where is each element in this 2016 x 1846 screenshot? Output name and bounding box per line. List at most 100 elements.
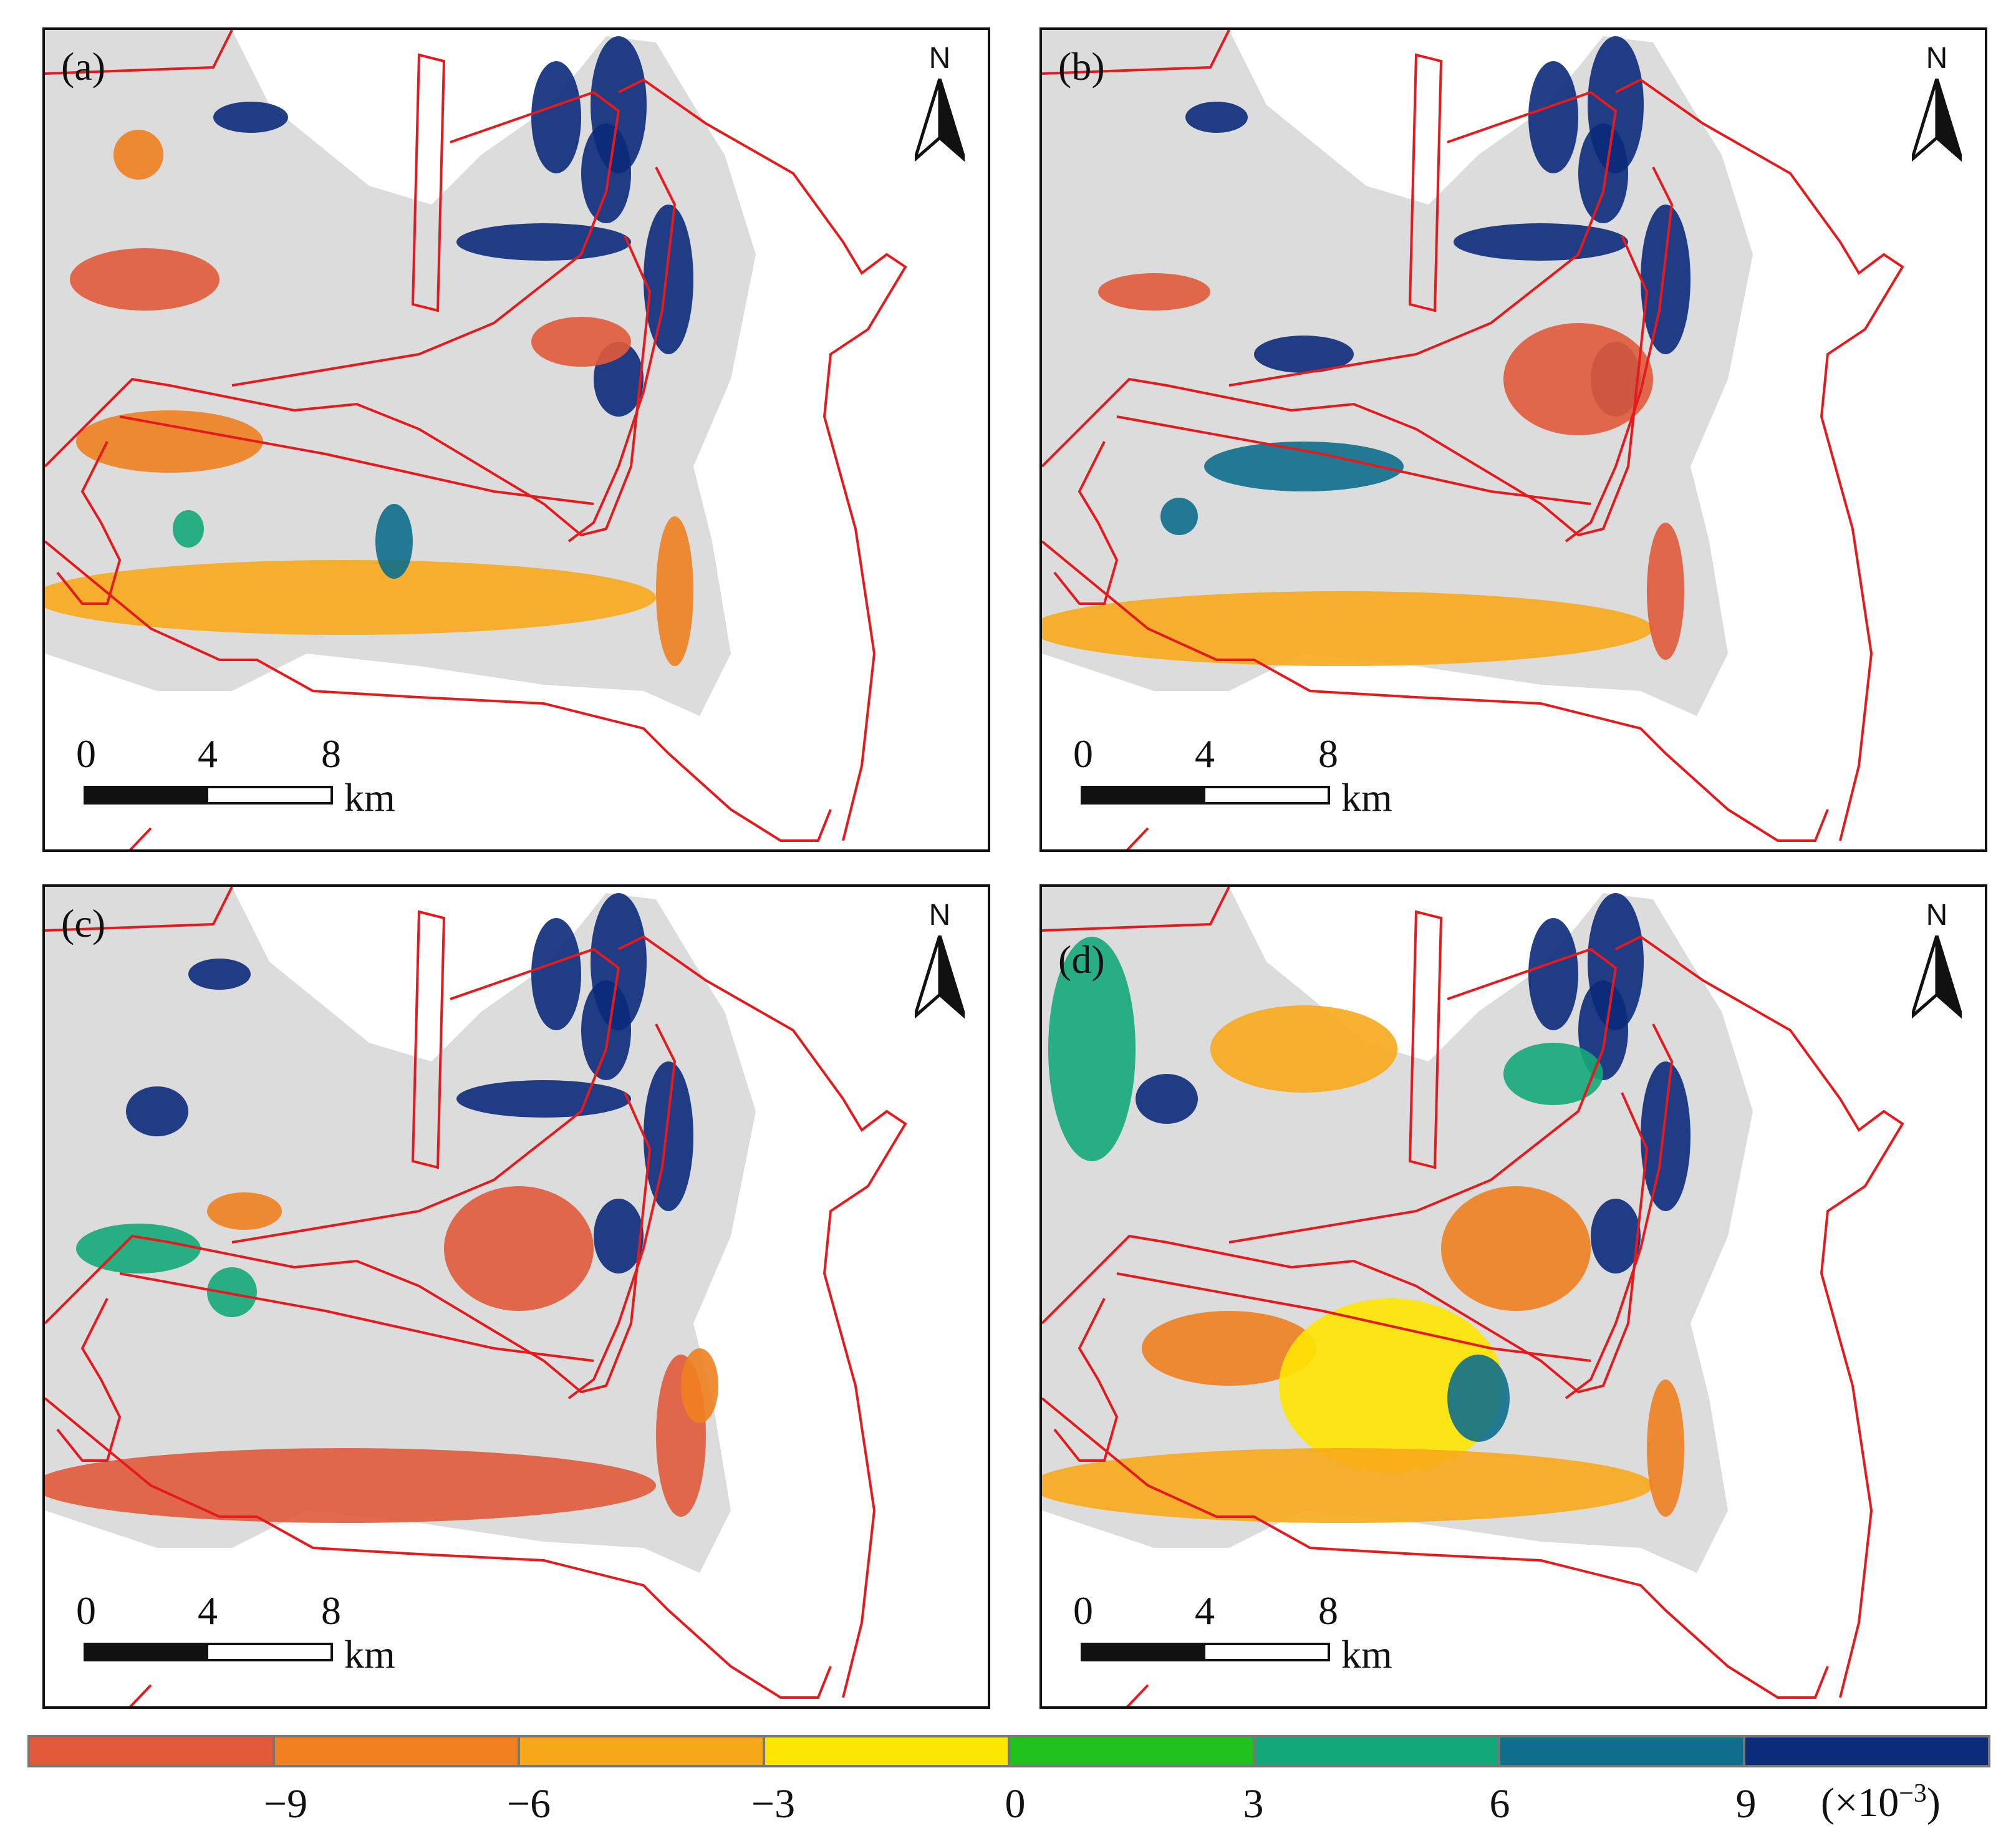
color-legend (27, 1735, 1990, 1767)
boundary-line (1565, 167, 1674, 543)
change-patch (113, 130, 163, 180)
change-patch (644, 205, 693, 354)
legend-tick: −6 (506, 1781, 551, 1827)
legend-color-swatch (275, 1737, 520, 1765)
change-patch (1142, 1311, 1316, 1386)
boundary-line (411, 910, 446, 1169)
boundary-line (128, 1684, 152, 1706)
scale-tick-4: 4 (1195, 732, 1215, 776)
scale-bar-graphic (1081, 1643, 1330, 1661)
boundary-line (618, 78, 907, 841)
change-patch (173, 510, 204, 548)
change-patch (213, 102, 288, 133)
change-patch (1641, 1061, 1690, 1211)
map-panel-a: (a) N 0 4 8 km (42, 27, 990, 852)
boundary-line (45, 1092, 652, 1394)
boundary-line (1053, 441, 1119, 605)
change-patch (581, 123, 631, 223)
scale-unit: km (1341, 775, 1392, 819)
boundary-line (1042, 1092, 1649, 1394)
boundary-line (1053, 1298, 1119, 1462)
change-patch (207, 1267, 257, 1317)
boundary-line (567, 1023, 677, 1399)
north-arrow-icon (1912, 935, 1962, 1019)
boundary-line (45, 540, 832, 842)
change-patch (1254, 336, 1354, 373)
panel-label: (b) (1058, 44, 1105, 89)
boundary-line (1228, 947, 1618, 1244)
change-patch (76, 1224, 201, 1273)
boundary-line (1408, 53, 1443, 312)
scale-bar: 0 4 8 km (1067, 731, 1392, 824)
change-patch (656, 516, 693, 666)
boundary-line (411, 53, 446, 312)
boundary-line (56, 441, 122, 605)
boundary-line (1042, 540, 1829, 842)
boundary-line (45, 30, 233, 75)
boundary-line (231, 90, 620, 387)
north-arrow: N (1903, 41, 1971, 178)
scale-tick-0: 0 (1073, 732, 1093, 776)
map-canvas (45, 887, 907, 1706)
scale-tick-4: 4 (1195, 1588, 1215, 1633)
boundary-line (119, 1272, 594, 1362)
boundary-line (128, 827, 152, 849)
north-arrow-icon (1912, 79, 1962, 162)
change-patch (1185, 102, 1248, 133)
change-patch (1454, 223, 1628, 261)
scale-tick-8: 8 (1318, 1588, 1338, 1633)
boundary-line (45, 1397, 832, 1699)
map-panel-d: (d) N 0 4 8 km (1039, 884, 1987, 1709)
boundary-line (231, 947, 620, 1244)
scale-unit: km (344, 1632, 395, 1676)
change-patch (45, 1448, 656, 1523)
boundary-line (1042, 887, 1230, 932)
legend-color-swatch (1745, 1737, 1988, 1765)
scale-tick-8: 8 (1318, 732, 1338, 776)
map-panel-c: (c) N 0 4 8 km (42, 884, 990, 1709)
boundary-line (1126, 827, 1149, 849)
change-patch (1578, 123, 1628, 223)
change-patch (1591, 1199, 1641, 1273)
change-patch (1048, 937, 1136, 1161)
change-patch (531, 61, 581, 173)
scale-tick-8: 8 (321, 1588, 341, 1633)
change-patch (1528, 61, 1578, 173)
boundary-line (1615, 78, 1904, 841)
change-patch (45, 560, 656, 635)
boundary-line (45, 235, 652, 537)
legend-tick: 3 (1243, 1781, 1264, 1827)
change-patch (1503, 1043, 1603, 1105)
change-patch (1042, 1448, 1653, 1523)
map-panel-b: (b) N 0 4 8 km (1039, 27, 1987, 852)
boundary-line (1615, 935, 1904, 1698)
land-area (45, 30, 756, 716)
change-patch (444, 1186, 594, 1311)
scale-tick-0: 0 (76, 732, 96, 776)
change-patch (531, 918, 581, 1030)
north-arrow: N (905, 41, 974, 178)
boundary-line (1042, 30, 1230, 75)
north-arrow-icon (915, 935, 965, 1019)
change-patch (1098, 273, 1210, 311)
change-patch (1204, 442, 1404, 491)
change-patch (1136, 1074, 1198, 1124)
scale-tick-4: 4 (198, 732, 218, 776)
boundary-line (618, 935, 907, 1698)
scale-bar: 0 4 8 km (70, 731, 395, 824)
boundary-line (1408, 910, 1443, 1169)
legend-tick: 6 (1489, 1781, 1510, 1827)
legend-color-swatch (30, 1737, 275, 1765)
legend-color-swatch (1500, 1737, 1745, 1765)
map-canvas (45, 30, 907, 849)
change-patch (456, 1080, 631, 1118)
boundary-line (45, 887, 233, 932)
legend-tick: 0 (1005, 1781, 1026, 1827)
boundary-line (567, 167, 677, 543)
north-arrow-label: N (1926, 899, 1948, 932)
legend-color-swatch (765, 1737, 1010, 1765)
map-canvas (1042, 30, 1904, 849)
change-patch (188, 959, 251, 990)
panel-label: (a) (61, 44, 106, 89)
change-patch (1647, 1380, 1684, 1517)
